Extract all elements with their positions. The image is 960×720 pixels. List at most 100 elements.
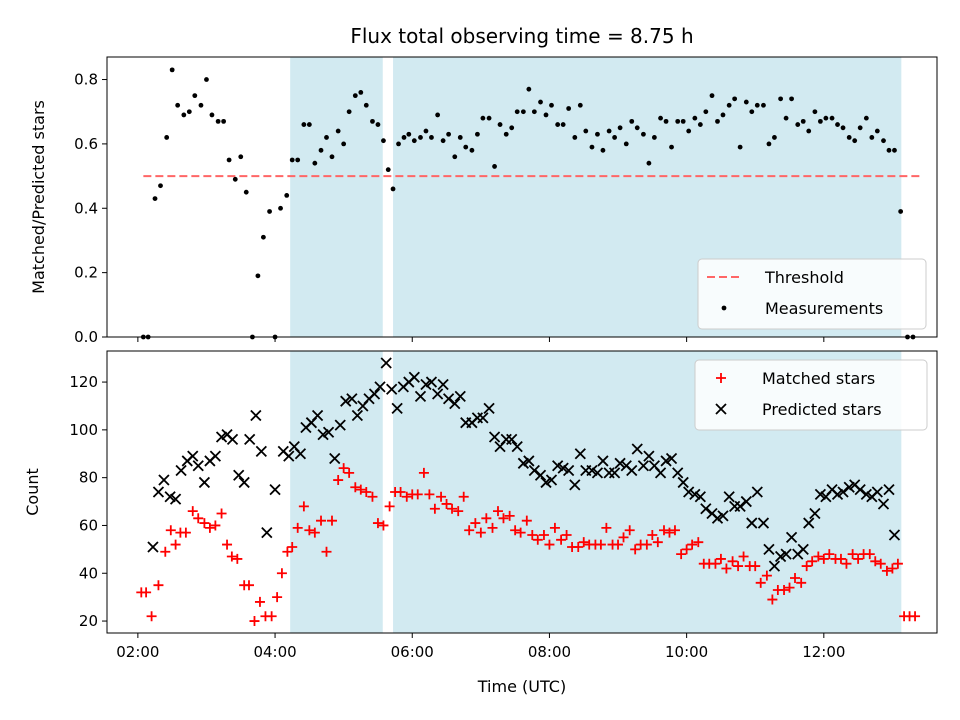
matched-point xyxy=(824,549,835,560)
measurement-point xyxy=(509,125,515,131)
matched-point xyxy=(578,537,589,548)
y-axis-label: Matched/Predicted stars xyxy=(29,100,48,294)
measurement-point xyxy=(531,109,537,115)
matched-point xyxy=(464,525,475,536)
measurement-point xyxy=(503,131,509,137)
matched-point xyxy=(727,556,738,567)
measurement-point xyxy=(589,144,595,150)
matched-point xyxy=(487,522,498,533)
matched-point xyxy=(864,549,875,560)
predicted-point xyxy=(483,402,495,414)
measurement-point xyxy=(469,147,475,153)
measurement-point xyxy=(215,118,221,124)
matched-point xyxy=(146,611,157,622)
count-panel: 20 40 60 80 100 120 02:00 04:00 06:00 08:00 10:00 1… xyxy=(23,350,938,661)
matched-point xyxy=(249,616,260,627)
matched-point xyxy=(309,527,320,538)
matched-point xyxy=(276,568,287,579)
legend-predicted-swatch xyxy=(715,403,727,415)
predicted-point xyxy=(683,486,695,498)
measurement-point xyxy=(617,125,623,131)
measurement-point xyxy=(595,131,600,137)
predicted-point xyxy=(534,469,547,481)
chart-title: Flux total observing time = 8.75 h xyxy=(350,24,693,48)
measurement-point xyxy=(612,135,618,140)
matched-point xyxy=(813,551,824,562)
measurement-point xyxy=(497,122,503,127)
x-tick-label: 02:00 xyxy=(116,643,159,661)
measurement-point xyxy=(358,90,364,95)
measurement-point xyxy=(238,154,244,160)
measurement-point xyxy=(726,102,732,108)
measurement-point xyxy=(772,135,777,140)
measurement-point xyxy=(423,128,429,134)
measurement-point xyxy=(720,112,726,118)
measurement-point xyxy=(863,115,869,121)
observing-window-1 xyxy=(290,57,383,337)
measurement-point xyxy=(658,115,663,121)
matched-point xyxy=(618,532,629,543)
matched-point xyxy=(549,522,560,533)
matched-point xyxy=(687,539,698,550)
matched-point xyxy=(841,558,852,569)
matched-point xyxy=(681,544,692,555)
y-tick-label: 20 xyxy=(79,612,98,630)
legend-label: Matched stars xyxy=(762,369,875,388)
measurement-point xyxy=(401,135,407,140)
matched-point xyxy=(458,491,469,502)
matched-point xyxy=(429,503,440,514)
predicted-point xyxy=(255,445,267,458)
measurement-point xyxy=(566,106,572,111)
matched-point xyxy=(287,541,298,552)
legend-label: Predicted stars xyxy=(762,400,882,419)
measurement-point xyxy=(549,102,554,108)
predicted-point xyxy=(888,529,901,541)
predicted-point xyxy=(837,486,849,498)
measurement-point xyxy=(737,144,743,150)
matched-point xyxy=(412,489,423,500)
predicted-point xyxy=(386,383,398,395)
predicted-point xyxy=(563,464,575,477)
matched-point xyxy=(222,539,233,550)
matched-point xyxy=(510,525,521,536)
y-tick-label: 120 xyxy=(69,373,98,391)
measurement-point xyxy=(440,138,446,144)
measurement-point xyxy=(766,141,772,147)
predicted-point xyxy=(477,412,489,424)
matched-point xyxy=(304,525,315,536)
measurement-point xyxy=(475,131,480,137)
predicted-point xyxy=(169,493,182,505)
predicted-point xyxy=(665,452,678,465)
predicted-point xyxy=(614,457,626,469)
axes-frame xyxy=(106,350,938,634)
y-tick-label: 100 xyxy=(69,421,98,439)
matched-point xyxy=(395,487,406,497)
matched-point xyxy=(595,539,606,550)
matched-point xyxy=(641,539,652,550)
measurement-point xyxy=(418,135,423,140)
matched-point xyxy=(573,541,584,552)
measurement-point xyxy=(898,209,904,214)
matched-point xyxy=(170,539,181,550)
measurement-point xyxy=(680,118,686,124)
matched-point xyxy=(647,530,658,541)
measurement-point xyxy=(243,189,249,195)
measurement-point xyxy=(385,167,391,173)
measurement-point xyxy=(221,118,227,124)
measurement-point xyxy=(629,118,635,124)
predicted-point xyxy=(442,393,455,405)
matched-point xyxy=(492,506,503,517)
matched-point xyxy=(835,553,846,564)
predicted-point xyxy=(449,397,461,410)
matched-point xyxy=(316,515,327,526)
measurement-point xyxy=(675,118,681,124)
predicted-point xyxy=(700,503,712,515)
matched-point xyxy=(755,577,766,588)
matched-point xyxy=(715,553,726,564)
measurement-point xyxy=(429,135,434,140)
matched-point xyxy=(298,501,309,512)
matched-point xyxy=(693,537,704,548)
matched-point xyxy=(652,537,663,548)
measurement-point xyxy=(732,96,738,102)
measurement-point xyxy=(761,102,766,108)
